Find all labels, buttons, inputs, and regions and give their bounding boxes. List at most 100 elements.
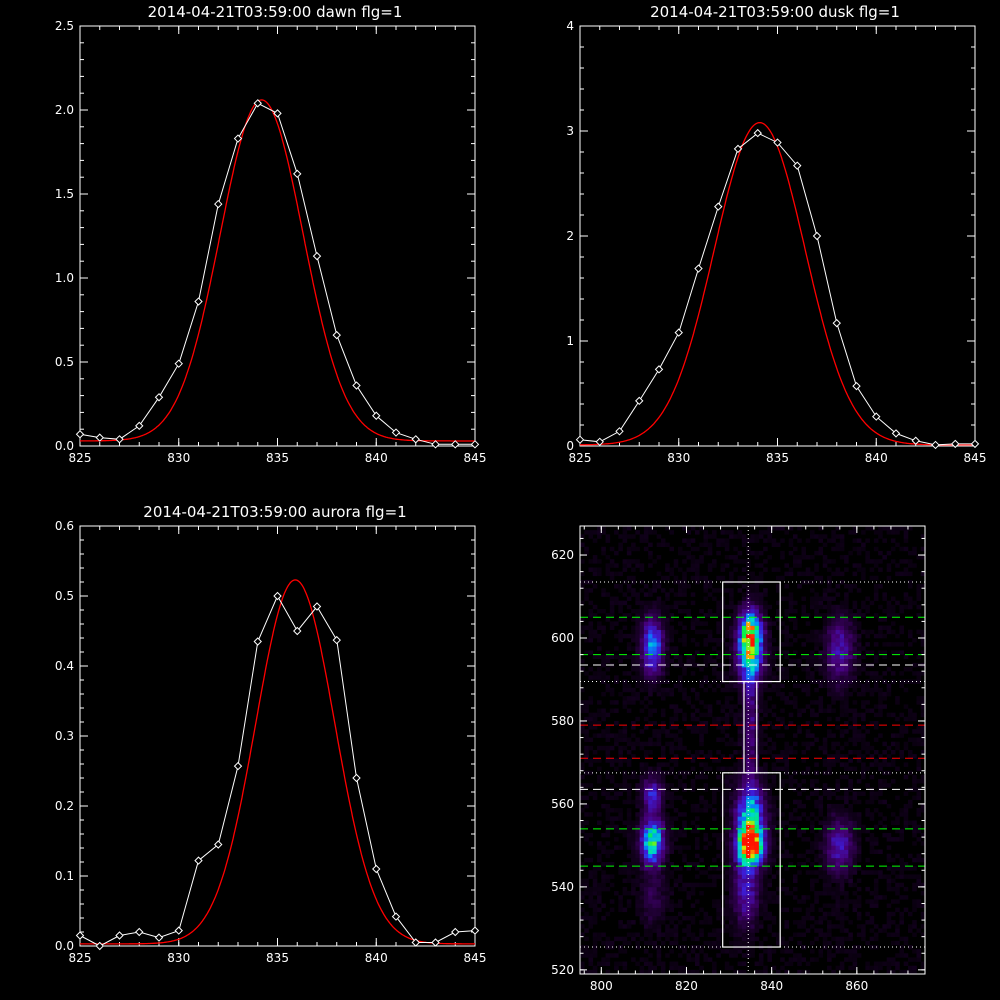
heatmap-cell bbox=[703, 783, 709, 788]
heatmap-cell bbox=[746, 608, 751, 614]
heatmap-cell bbox=[895, 741, 900, 747]
heatmap-cell bbox=[767, 617, 772, 622]
heatmap-cell bbox=[597, 882, 602, 888]
dawn-ytick-label: 1.5 bbox=[55, 187, 74, 201]
heatmap-cell bbox=[656, 920, 662, 925]
heatmap-cell bbox=[729, 907, 734, 913]
heatmap-cell bbox=[852, 957, 858, 962]
heatmap-cell bbox=[631, 633, 636, 639]
heatmap-cell bbox=[839, 857, 845, 863]
heatmap-cell bbox=[729, 799, 734, 805]
heatmap-cell bbox=[827, 559, 832, 564]
heatmap-cell bbox=[775, 683, 781, 689]
heatmap-cell bbox=[724, 857, 730, 863]
heatmap-cell bbox=[622, 729, 628, 734]
heatmap-cell bbox=[856, 633, 862, 639]
heatmap-cell bbox=[852, 725, 858, 730]
heatmap-cell bbox=[712, 857, 717, 863]
heatmap-cell bbox=[635, 650, 640, 655]
heatmap-cell bbox=[635, 716, 640, 722]
heatmap-cell bbox=[639, 667, 645, 672]
heatmap-cell bbox=[865, 596, 870, 601]
heatmap-cell bbox=[648, 857, 653, 863]
heatmap-cell bbox=[758, 708, 764, 713]
heatmap-cell bbox=[639, 845, 645, 850]
heatmap-cell bbox=[703, 915, 709, 921]
heatmap-cell bbox=[746, 853, 751, 859]
heatmap-cell bbox=[750, 953, 755, 958]
heatmap-cell bbox=[597, 534, 602, 539]
heatmap-cell bbox=[648, 621, 653, 626]
heatmap-cell bbox=[712, 940, 717, 946]
heatmap-cell bbox=[886, 965, 892, 971]
heatmap-cell bbox=[580, 907, 585, 913]
heatmap-cell bbox=[827, 853, 832, 859]
heatmap-cell bbox=[592, 936, 598, 942]
heatmap-cell bbox=[899, 862, 904, 867]
heatmap-cell bbox=[920, 633, 926, 639]
heatmap-cell bbox=[690, 808, 696, 813]
heatmap-cell bbox=[856, 812, 862, 817]
heatmap-cell bbox=[869, 774, 875, 780]
heatmap-cell bbox=[660, 650, 666, 655]
heatmap-cell bbox=[597, 961, 602, 967]
heatmap-cell bbox=[605, 571, 611, 577]
heatmap-cell bbox=[584, 969, 589, 975]
heatmap-cell bbox=[656, 600, 662, 606]
heatmap-cell bbox=[677, 886, 683, 892]
heatmap-cell bbox=[733, 567, 738, 572]
heatmap-cell bbox=[677, 737, 683, 743]
heatmap-cell bbox=[639, 687, 645, 693]
heatmap-cell bbox=[771, 646, 777, 651]
heatmap-cell bbox=[746, 857, 751, 863]
heatmap-cell bbox=[763, 791, 768, 796]
heatmap-cell bbox=[797, 708, 802, 713]
heatmap-cell bbox=[601, 832, 606, 838]
heatmap-cell bbox=[643, 866, 649, 871]
heatmap-cell bbox=[609, 608, 615, 614]
heatmap-cell bbox=[907, 969, 913, 975]
heatmap-cell bbox=[729, 779, 734, 784]
heatmap-cell bbox=[601, 625, 606, 631]
heatmap-cell bbox=[652, 779, 657, 784]
heatmap-cell bbox=[839, 862, 845, 867]
heatmap-cell bbox=[839, 803, 845, 809]
heatmap-cell bbox=[686, 953, 692, 958]
heatmap-cell bbox=[886, 550, 892, 556]
heatmap-cell bbox=[716, 600, 721, 606]
heatmap-cell bbox=[801, 837, 807, 842]
heatmap-cell bbox=[861, 546, 866, 552]
heatmap-cell bbox=[805, 895, 811, 900]
heatmap-cell bbox=[780, 845, 785, 850]
heatmap-cell bbox=[848, 758, 853, 763]
heatmap-cell bbox=[648, 953, 653, 958]
heatmap-cell bbox=[878, 650, 883, 655]
heatmap-cell bbox=[754, 862, 760, 867]
heatmap-cell bbox=[788, 596, 794, 601]
heatmap-cell bbox=[631, 658, 636, 664]
heatmap-cell bbox=[831, 629, 836, 635]
heatmap-cell bbox=[601, 745, 606, 751]
heatmap-cell bbox=[780, 758, 785, 763]
heatmap-cell bbox=[856, 878, 862, 884]
heatmap-cell bbox=[652, 687, 657, 693]
heatmap-cell bbox=[746, 837, 751, 842]
heatmap-cell bbox=[737, 857, 743, 863]
heatmap-cell bbox=[656, 870, 662, 875]
heatmap-cell bbox=[771, 745, 777, 751]
heatmap-cell bbox=[839, 708, 845, 713]
heatmap-cell bbox=[724, 687, 730, 693]
heatmap-cell bbox=[856, 924, 862, 929]
heatmap-cell bbox=[656, 737, 662, 743]
heatmap-cell bbox=[852, 862, 858, 867]
heatmap-cell bbox=[869, 928, 875, 933]
heatmap-cell bbox=[771, 658, 777, 664]
heatmap-cell bbox=[758, 604, 764, 610]
heatmap-cell bbox=[827, 567, 832, 572]
heatmap-cell bbox=[631, 828, 636, 834]
heatmap-cell bbox=[622, 832, 628, 838]
heatmap-cell bbox=[831, 837, 836, 842]
heatmap-cell bbox=[916, 762, 922, 767]
heatmap-cell bbox=[750, 882, 755, 888]
heatmap-cell bbox=[639, 874, 645, 879]
